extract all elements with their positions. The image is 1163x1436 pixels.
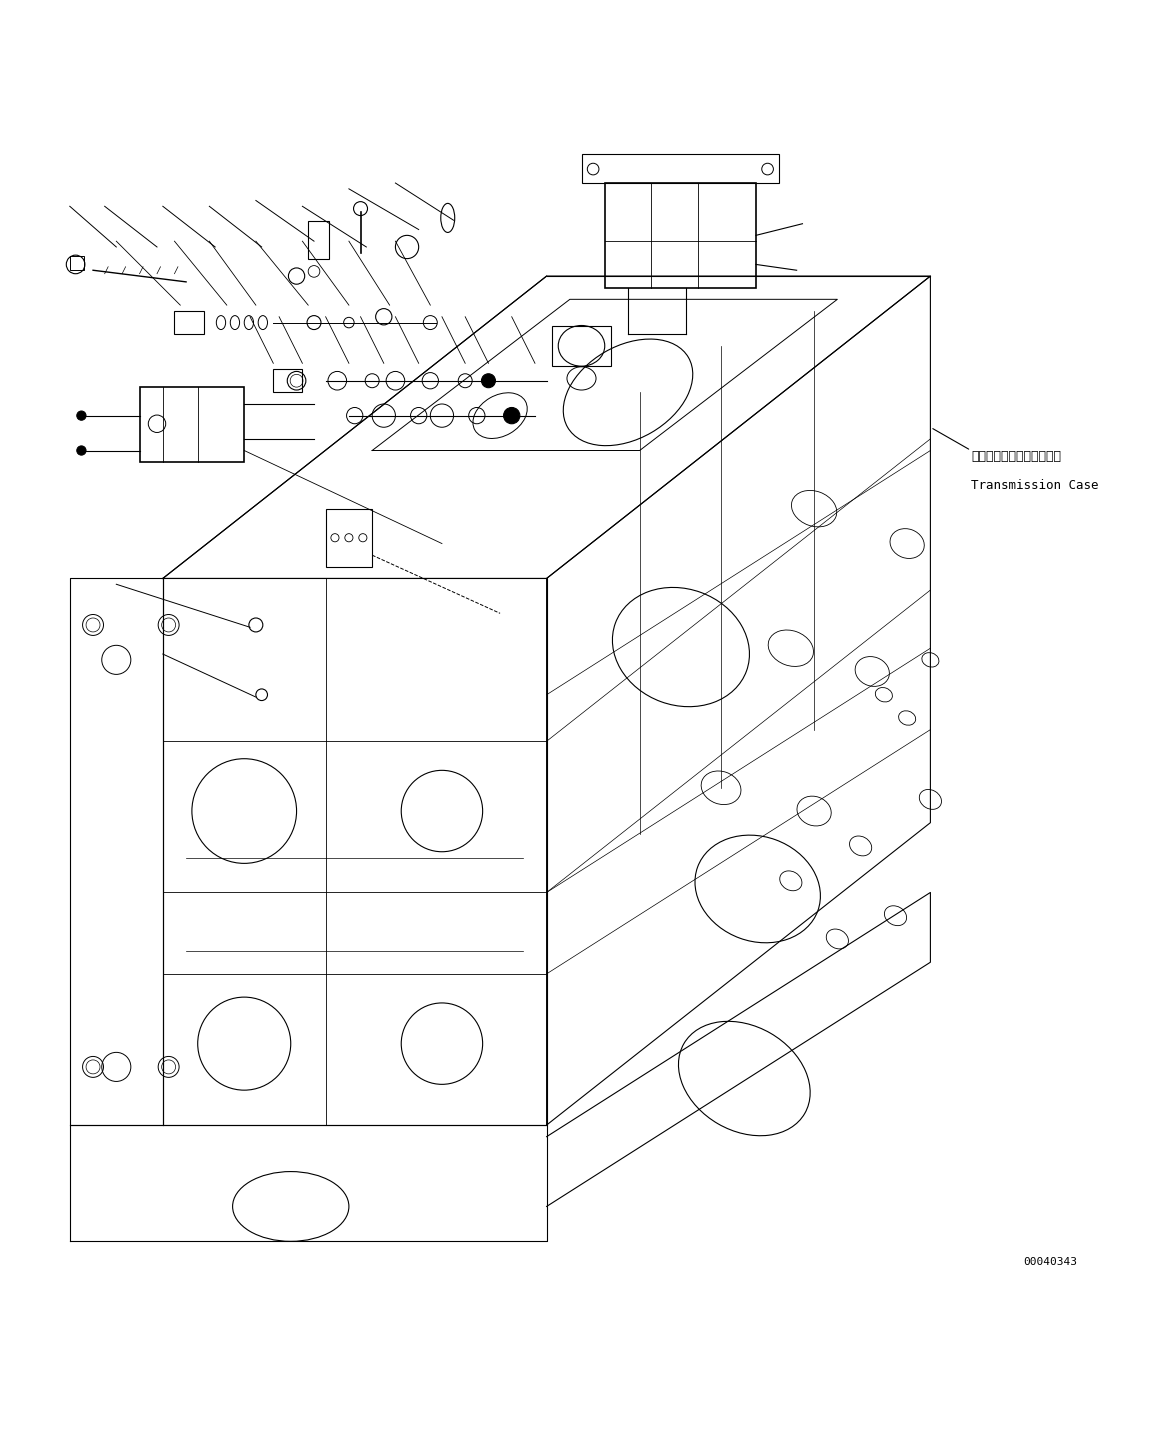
Bar — [174, 312, 204, 335]
Ellipse shape — [504, 408, 520, 424]
Text: トランスミッションケース: トランスミッションケース — [971, 449, 1061, 462]
Bar — [582, 154, 779, 182]
Bar — [605, 182, 756, 287]
Bar — [326, 508, 372, 567]
Ellipse shape — [481, 373, 495, 388]
Ellipse shape — [77, 411, 86, 421]
Bar — [308, 221, 329, 258]
Text: Transmission Case: Transmission Case — [971, 478, 1099, 493]
Text: 00040343: 00040343 — [1023, 1256, 1077, 1267]
Ellipse shape — [77, 445, 86, 455]
Bar — [552, 326, 611, 366]
Bar — [140, 386, 244, 462]
Bar — [273, 369, 302, 392]
Bar — [70, 256, 84, 270]
